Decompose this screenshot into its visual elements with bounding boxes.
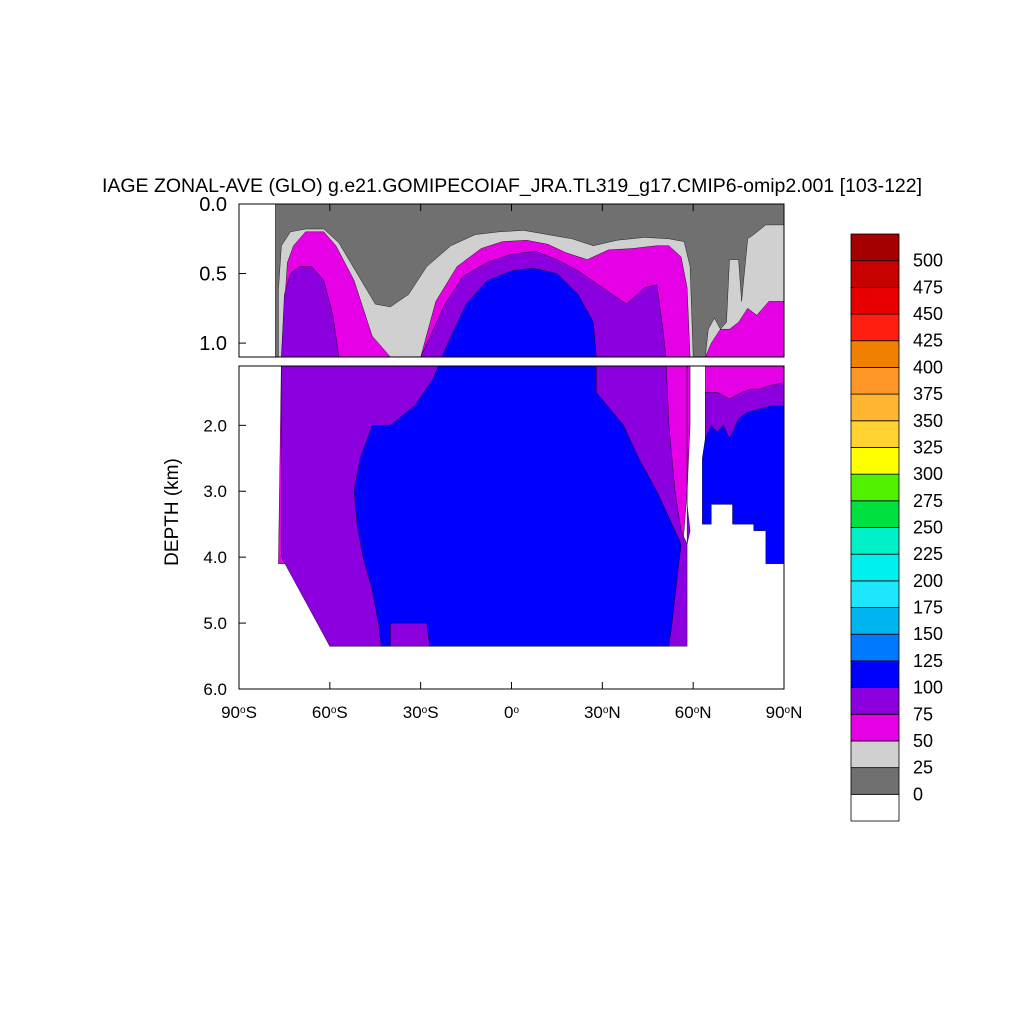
y-tick-label-lower-0: 2.0	[203, 416, 227, 435]
colorbar-swatch-9	[850, 553, 900, 582]
colorbar-swatch-8	[850, 580, 900, 608]
y-axis-label: DEPTH (km)	[162, 458, 183, 566]
colorbar-swatch-13	[850, 447, 900, 475]
contour-region-100-125-lower	[353, 366, 682, 647]
colorbar-swatch-17	[850, 340, 900, 368]
upper-panel-fills	[275, 204, 784, 357]
x-tick-label-4: 30oN	[584, 703, 621, 722]
colorbar-label-13: 325	[913, 437, 943, 457]
colorbar-swatch-11	[850, 500, 900, 528]
x-tick-label-6: 90oN	[766, 703, 803, 722]
colorbar-label-4: 100	[913, 678, 943, 698]
x-tick-label-0: 90oS	[221, 703, 257, 722]
y-tick-label-lower-4: 6.0	[203, 680, 227, 699]
colorbar-swatch-5	[850, 660, 900, 688]
colorbar-swatch-14	[850, 420, 900, 448]
contour-region-100-125-upper	[441, 267, 597, 357]
colorbar-label-14: 350	[913, 411, 943, 431]
colorbar-swatch-15	[850, 393, 900, 422]
colorbar-swatch-6	[850, 633, 900, 662]
colorbar-label-6: 150	[913, 624, 943, 644]
colorbar-swatch-18	[850, 313, 900, 342]
y-tick-label-lower-2: 4.0	[203, 548, 227, 567]
colorbar-swatch-3	[850, 713, 900, 742]
colorbar-swatch-12	[850, 473, 900, 502]
y-tick-label-lower-1: 3.0	[203, 482, 227, 501]
colorbar-label-8: 200	[913, 571, 943, 591]
colorbar-label-1: 25	[913, 758, 933, 778]
x-tick-label-1: 60oS	[312, 703, 348, 722]
colorbar-label-9: 225	[913, 544, 943, 564]
colorbar-label-20: 500	[913, 251, 943, 271]
chart-title: IAGE ZONAL-AVE (GLO) g.e21.GOMIPECOIAF_J…	[102, 175, 922, 197]
colorbar-label-16: 400	[913, 357, 943, 377]
colorbar-swatch-20	[850, 260, 900, 288]
colorbar-label-10: 250	[913, 518, 943, 538]
colorbar-swatch-10	[850, 527, 900, 555]
y-tick-label-upper-0: 0.0	[199, 194, 227, 216]
colorbar-swatch-21	[850, 233, 900, 262]
colorbar-swatch-1	[850, 767, 900, 795]
colorbar-swatch-0	[850, 793, 900, 822]
x-tick-label-5: 60oN	[675, 703, 712, 722]
colorbar-label-11: 275	[913, 491, 943, 511]
colorbar-label-5: 125	[913, 651, 943, 671]
colorbar-swatch-7	[850, 607, 900, 635]
plot-area	[275, 204, 784, 647]
colorbar: 0 25 50 75 100 125 150 175 200 225 250 275 300 325 350…	[850, 233, 943, 822]
colorbar-label-2: 50	[913, 731, 933, 751]
axes: 0.0 0.5 1.0 2.0 3.0 4.0 5.0 6.0 90oS 60oS 30oS 0o 30…	[199, 194, 802, 722]
y-tick-label-upper-2: 1.0	[199, 333, 227, 355]
colorbar-swatch-16	[850, 367, 900, 395]
lower-panel-fills	[278, 366, 784, 647]
colorbar-label-19: 475	[913, 277, 943, 297]
colorbar-swatch-4	[850, 687, 900, 715]
x-tick-label-2: 30oS	[403, 703, 439, 722]
x-tick-label-3: 0o	[504, 703, 519, 722]
colorbar-swatch-19	[850, 286, 900, 315]
colorbar-label-15: 375	[913, 384, 943, 404]
colorbar-label-7: 175	[913, 598, 943, 618]
contour-region-50-75-north-upper	[705, 301, 784, 357]
y-tick-label-lower-3: 5.0	[203, 614, 227, 633]
colorbar-label-12: 300	[913, 464, 943, 484]
colorbar-swatch-2	[850, 740, 900, 769]
colorbar-label-17: 425	[913, 331, 943, 351]
y-tick-label-upper-1: 0.5	[199, 264, 227, 286]
colorbar-label-18: 450	[913, 304, 943, 324]
colorbar-label-0: 0	[913, 784, 923, 804]
colorbar-label-3: 75	[913, 704, 933, 724]
contour-region-100-125-north-lower	[702, 405, 784, 564]
